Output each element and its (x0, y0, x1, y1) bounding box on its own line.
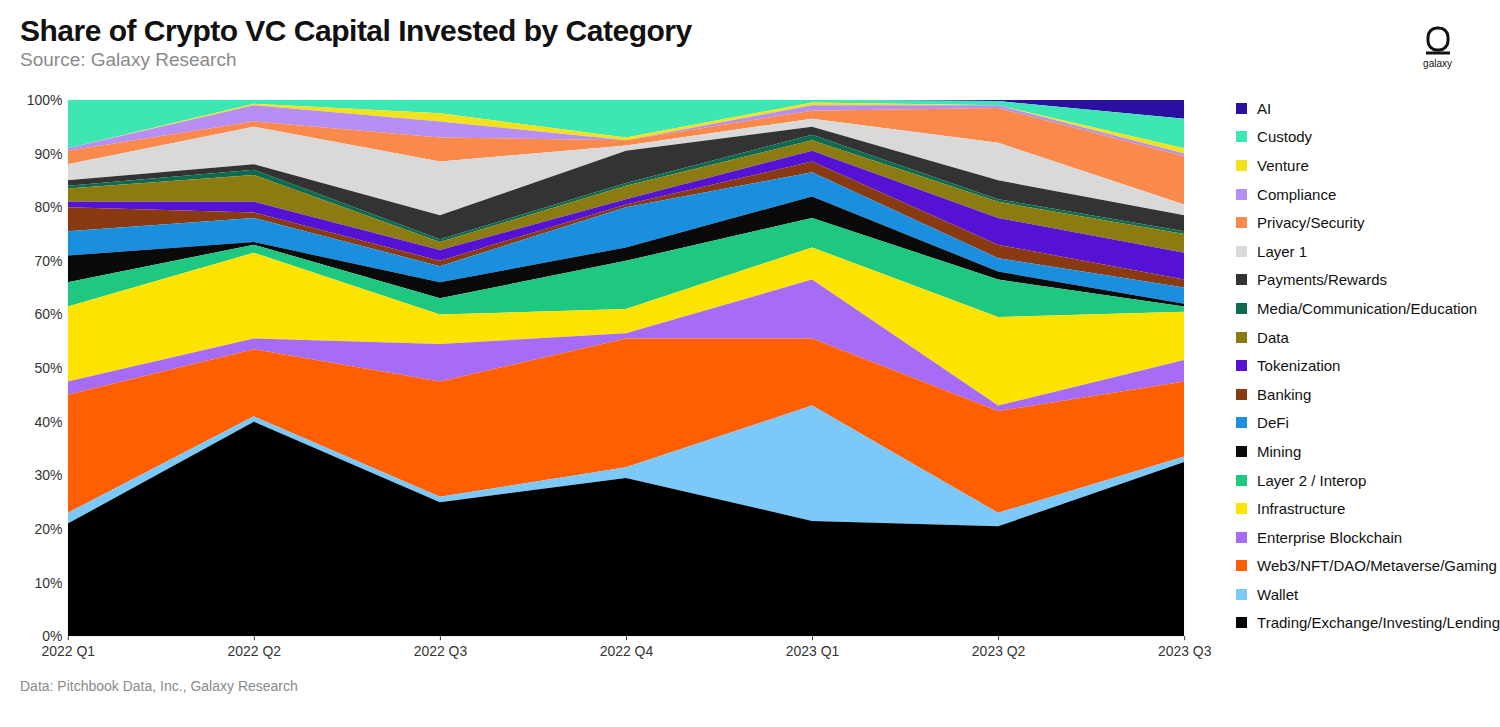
svg-text:20%: 20% (34, 521, 62, 537)
html-text:Source: Galaxy Research: Source: Galaxy Research (20, 49, 237, 70)
svg-text:2022 Q1: 2022 Q1 (42, 643, 96, 659)
html-text:Privacy/Security: Privacy/Security (1257, 214, 1365, 232)
svg-text:50%: 50% (34, 360, 62, 376)
html-text:Infrastructure: Infrastructure (1257, 500, 1346, 518)
html-text:Venture: Venture (1257, 157, 1309, 174)
html-text:Data: Data (1257, 328, 1289, 346)
html-text:Wallet: Wallet (1257, 585, 1299, 603)
html-text:Payments/Rewards: Payments/Rewards (1257, 271, 1388, 289)
svg-text:2022 Q2: 2022 Q2 (228, 643, 282, 659)
svg-text:10%: 10% (34, 575, 62, 591)
html-text:Tokenization: Tokenization (1257, 357, 1341, 375)
svg-text:40%: 40% (34, 414, 62, 430)
svg-text:60%: 60% (34, 306, 62, 322)
svg-text:2023 Q3: 2023 Q3 (1158, 643, 1212, 659)
html-text:Banking: Banking (1257, 385, 1312, 403)
html-text:DeFi: DeFi (1257, 414, 1289, 432)
svg-text:2023 Q2: 2023 Q2 (972, 643, 1026, 659)
html-text:Compliance: Compliance (1257, 185, 1337, 203)
html-text:Trading/Exchange/Investing/Len: Trading/Exchange/Investing/Lending (1257, 614, 1500, 632)
html-text:Data: Pitchbook Data, Inc., Ga: Data: Pitchbook Data, Inc., Galaxy Resea… (20, 678, 298, 695)
html-text:Media/Communication/Education: Media/Communication/Education (1257, 300, 1478, 317)
svg-text:30%: 30% (34, 467, 62, 483)
svg-text:100%: 100% (27, 92, 63, 108)
svg-text:2022 Q3: 2022 Q3 (414, 643, 468, 659)
svg-text:2023 Q1: 2023 Q1 (786, 643, 840, 659)
svg-text:2022 Q4: 2022 Q4 (600, 643, 654, 659)
html-text:Web3/NFT/DAO/Metaverse/Gaming: Web3/NFT/DAO/Metaverse/Gaming (1257, 557, 1497, 575)
html-text:Share of Crypto VC Capital Inv: Share of Crypto VC Capital Invested by C… (20, 14, 692, 47)
html-text:Layer 2 / Interop: Layer 2 / Interop (1257, 471, 1367, 489)
svg-text:0%: 0% (42, 628, 63, 645)
html-text:galaxy: galaxy (1423, 58, 1452, 69)
html-text:AI: AI (1257, 99, 1272, 117)
svg-text:70%: 70% (34, 253, 62, 269)
svg-text:90%: 90% (34, 146, 62, 162)
html-text:Custody: Custody (1257, 128, 1313, 146)
html-text:Mining: Mining (1257, 442, 1302, 460)
html-text:Layer 1: Layer 1 (1257, 242, 1308, 260)
html-text:Enterprise Blockchain: Enterprise Blockchain (1257, 528, 1403, 546)
svg-text:80%: 80% (34, 199, 62, 215)
